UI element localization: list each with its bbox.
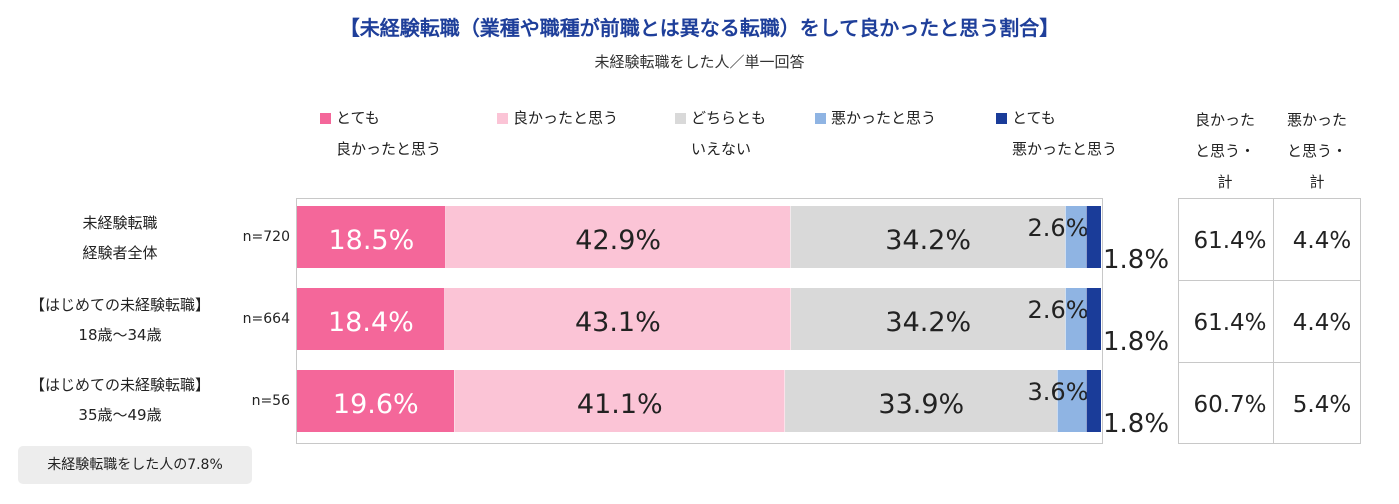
legend-label-bad: 悪かったと思う [831,109,937,127]
row-label-35-49-1: 【はじめての未経験転職】 [29,376,210,394]
bar-segment-very-bad [1086,370,1101,432]
bar-segment-neutral [790,288,1066,350]
data-label-bad: 3.6% [1028,378,1089,406]
legend-swatch-very-bad [996,113,1007,124]
total-bad-value: 4.4% [1293,310,1351,336]
bar-segment-bad [1065,288,1087,350]
bar-segment-good [454,370,786,432]
totals-table-frame [1178,198,1361,444]
legend-label-neutral-1: どちらとも [691,109,767,127]
data-label-very-good: 18.5% [328,225,414,256]
data-label-very-bad: 1.8% [1103,327,1169,357]
bar-segment-very-bad [1086,288,1101,350]
legend-label-good: 良かったと思う [513,109,619,127]
total-good-value: 61.4% [1193,310,1266,336]
bar-segment-neutral [790,206,1066,268]
data-label-neutral: 34.2% [885,307,971,338]
data-label-very-good: 19.6% [333,389,419,420]
row-label-all-1: 未経験転職 [82,214,158,232]
bar-segment-very-good [297,206,446,268]
n-label-35-49: n=56 [251,393,290,409]
row-label-35-49: 【はじめての未経験転職】 35歳～49歳 [0,370,240,430]
total-bad-value: 5.4% [1293,392,1351,418]
data-label-very-bad: 1.8% [1103,245,1169,275]
row-label-18-34-2: 18歳～34歳 [78,326,162,344]
total-header-good-1: 良かった [1194,111,1255,129]
total-good-value: 61.4% [1193,228,1266,254]
row-label-35-49-2: 35歳～49歳 [78,406,162,424]
row-label-all-2: 経験者全体 [82,244,158,262]
bar-segment-very-bad [1086,206,1101,268]
bar-segment-good [444,288,791,350]
data-label-good: 41.1% [577,389,663,420]
legend-swatch-good [497,113,508,124]
bar-segment-very-good [297,288,445,350]
total-header-good: 良かった と思う・ 計 [1180,105,1270,198]
legend-item-very-good: とても 良かったと思う [320,103,441,165]
data-label-good: 42.9% [575,225,661,256]
legend-item-very-bad: とても 悪かったと思う [996,103,1117,165]
bar-segment-bad [1057,370,1087,432]
legend-swatch-bad [815,113,826,124]
row-label-18-34: 【はじめての未経験転職】 18歳～34歳 [0,290,240,350]
total-header-bad: 悪かった と思う・ 計 [1272,105,1362,198]
legend-label-very-bad-2: 悪かったと思う [1012,140,1118,158]
legend-label-very-good-2: 良かったと思う [336,140,442,158]
data-label-bad: 2.6% [1028,214,1089,242]
total-header-good-2: と思う・ [1194,142,1255,160]
chart-frame [296,198,1103,444]
legend-item-good: 良かったと思う [497,103,618,134]
legend-swatch-very-good [320,113,331,124]
data-label-good: 43.1% [575,307,661,338]
data-label-neutral: 33.9% [878,389,964,420]
bar-segment-good [445,206,791,268]
total-bad-value: 4.4% [1293,228,1351,254]
bar-segment-bad [1065,206,1087,268]
legend-label-very-bad-1: とても [1012,109,1056,127]
row-label-all: 未経験転職 経験者全体 [0,208,240,268]
bar-segment-neutral [785,370,1058,432]
legend-item-bad: 悪かったと思う [815,103,936,134]
total-good-value: 60.7% [1193,392,1266,418]
row-label-18-34-1: 【はじめての未経験転職】 [29,296,210,314]
footnote-badge: 未経験転職をした人の7.8% [18,446,252,484]
legend-item-neutral: どちらとも いえない [675,103,766,165]
legend-swatch-neutral [675,113,686,124]
n-label-all: n=720 [242,229,290,245]
total-header-bad-3: 計 [1309,173,1325,191]
chart-title: 【未経験転職（業種や職種が前職とは異なる転職）をして良かったと思う割合】 [339,16,1060,40]
legend-label-very-good-1: とても [336,109,380,127]
total-header-bad-1: 悪かった [1286,111,1347,129]
n-label-18-34: n=664 [242,311,290,327]
data-label-neutral: 34.2% [885,225,971,256]
total-header-bad-2: と思う・ [1286,142,1347,160]
data-label-very-bad: 1.8% [1103,409,1169,439]
chart-subtitle: 未経験転職をした人／単一回答 [594,53,805,71]
legend-label-neutral-2: いえない [691,140,752,158]
bar-segment-very-good [297,370,455,432]
data-label-bad: 2.6% [1028,296,1089,324]
total-header-good-3: 計 [1217,173,1233,191]
data-label-very-good: 18.4% [328,307,414,338]
